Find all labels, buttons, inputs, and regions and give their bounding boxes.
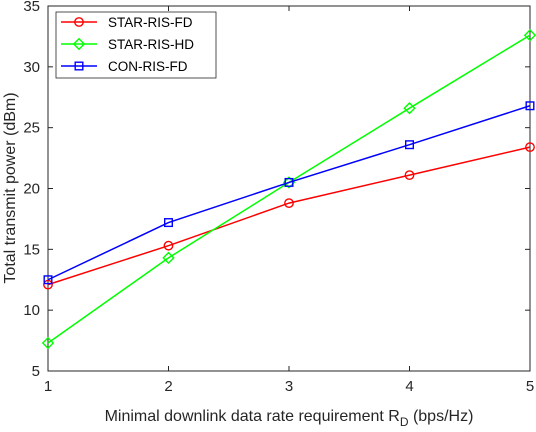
x-tick-label: 2: [164, 378, 172, 395]
legend-label: CON-RIS-FD: [108, 59, 188, 74]
y-tick-label: 5: [32, 363, 40, 380]
data-point-marker: [43, 279, 53, 290]
data-point-marker: [284, 177, 294, 187]
x-tick-label: 4: [405, 378, 413, 395]
data-point-marker: [162, 251, 175, 265]
data-point-marker: [163, 218, 173, 228]
data-point-marker: [525, 142, 535, 153]
y-tick-label: 10: [23, 302, 40, 319]
legend-marker: [74, 17, 84, 27]
data-point-marker: [163, 240, 174, 251]
legend-label: STAR-RIS-FD: [108, 15, 193, 30]
y-tick-label: 15: [23, 241, 40, 258]
series-line: [47, 105, 531, 281]
x-tick-label: 5: [526, 378, 534, 395]
series-con-ris-fd: [43, 101, 535, 285]
legend-entry: STAR-RIS-FD: [61, 15, 193, 30]
legend-label: STAR-RIS-HD: [108, 37, 194, 52]
y-tick-label: 25: [23, 120, 40, 137]
legend: STAR-RIS-FD STAR-RIS-HD CON-RIS-FD: [55, 11, 217, 79]
data-point-marker: [284, 198, 294, 209]
legend-marker: [74, 61, 84, 71]
series-layer: [41, 29, 536, 350]
data-point-marker: [523, 29, 536, 42]
data-point-marker: [43, 275, 53, 285]
y-tick-label: 35: [23, 0, 40, 15]
data-point-marker: [41, 336, 55, 350]
data-point-marker: [405, 140, 415, 150]
data-point-marker: [403, 102, 416, 115]
legend-entry: STAR-RIS-HD: [61, 37, 194, 52]
legend-marker: [72, 37, 86, 51]
data-point-marker: [404, 170, 415, 181]
series-star-ris-fd: [43, 142, 535, 290]
y-tick-label: 20: [23, 181, 40, 198]
x-tick-label: 1: [44, 378, 52, 395]
y-axis-label: Total transmit power (dBm): [2, 92, 19, 283]
axis-ticks: 1 2 3 4 5 5 10 15 20 25 30 35: [23, 0, 534, 395]
y-tick-label: 30: [23, 59, 40, 76]
x-axis-label: Minimal downlink data rate requirement R…: [105, 408, 474, 429]
x-tick-label: 3: [285, 378, 293, 395]
data-point-marker: [525, 101, 535, 111]
series-line: [47, 146, 531, 286]
legend-entry: CON-RIS-FD: [61, 59, 188, 74]
